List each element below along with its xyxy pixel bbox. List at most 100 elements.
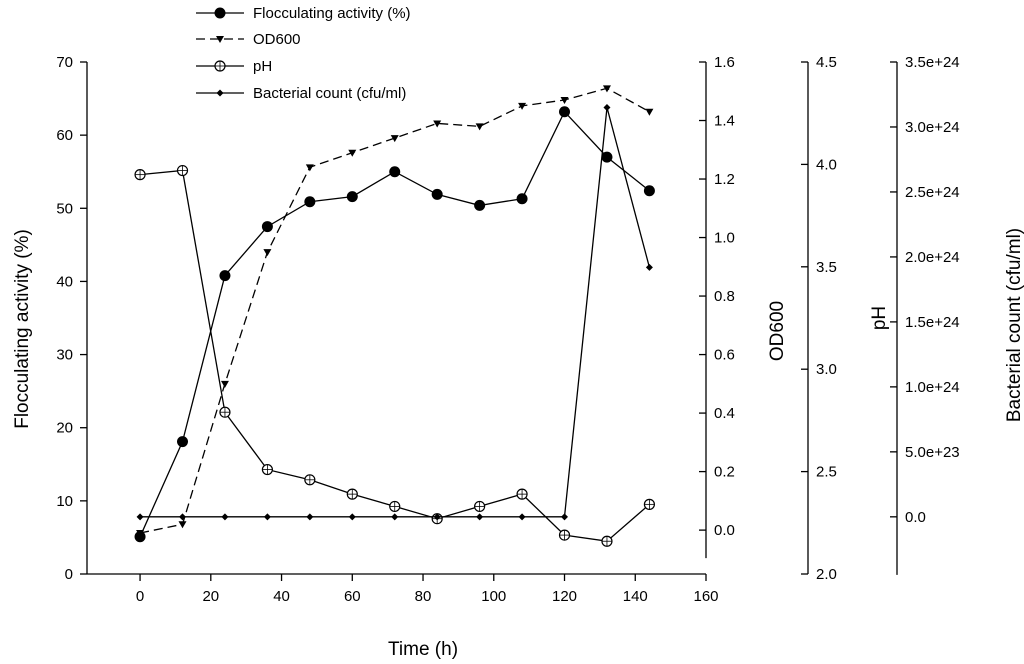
flocculating-tick-label-7: 70 <box>56 54 73 71</box>
series-ph <box>134 164 656 547</box>
point-od600-144 <box>645 108 654 116</box>
bacterial-tick-label-3: 1.5e+24 <box>905 314 960 331</box>
bacterial-axis-title: Bacterial count (cfu/ml) <box>1004 228 1024 422</box>
od600-tick-label-7: 1.4 <box>714 113 735 130</box>
point-bacterial-132 <box>603 103 611 111</box>
x-tick-label-100: 100 <box>481 588 506 605</box>
point-flocculating-96 <box>474 199 486 211</box>
bacterial-tick-label-0: 0.0 <box>905 509 926 526</box>
point-bacterial-0 <box>136 513 144 521</box>
x-axis-title: Time (h) <box>388 639 458 660</box>
point-ph-72 <box>389 500 401 513</box>
point-od600-12 <box>178 521 187 529</box>
ph-axis-title: pH <box>869 306 890 330</box>
legend-label-ph: pH <box>253 58 272 75</box>
point-bacterial-36 <box>263 513 271 521</box>
series-od600 <box>136 85 654 538</box>
point-bacterial-84 <box>433 513 441 521</box>
x-tick-label-120: 120 <box>552 588 577 605</box>
ph-tick-label-3: 3.5 <box>816 259 837 276</box>
legend-marker-od600 <box>216 36 224 43</box>
point-bacterial-108 <box>518 513 526 521</box>
point-flocculating-36 <box>261 221 273 233</box>
point-flocculating-120 <box>559 106 571 118</box>
series-layer <box>134 85 656 547</box>
point-od600-84 <box>433 120 442 128</box>
flocculating-axis-title: Flocculating activity (%) <box>12 229 33 429</box>
od600-axis-title: OD600 <box>767 301 788 361</box>
legend-entry-od600: OD600 <box>196 31 301 48</box>
od600-tick-label-2: 0.4 <box>714 405 735 422</box>
point-flocculating-60 <box>346 191 358 203</box>
legend-label-bacterial: Bacterial count (cfu/ml) <box>253 85 406 102</box>
flocculating-tick-label-5: 50 <box>56 200 73 217</box>
legend-label-od600: OD600 <box>253 31 301 48</box>
legend-marker-bacterial <box>216 89 224 97</box>
point-ph-60 <box>346 488 358 500</box>
point-od600-0 <box>136 530 145 538</box>
point-bacterial-12 <box>179 513 187 521</box>
x-tick-label-140: 140 <box>623 588 648 605</box>
point-flocculating-84 <box>431 188 443 200</box>
od600-tick-label-4: 0.8 <box>714 288 735 305</box>
od600-tick-label-3: 0.6 <box>714 347 735 364</box>
legend: Flocculating activity (%) OD600 pH Bacteria… <box>196 5 411 102</box>
point-bacterial-144 <box>645 263 653 271</box>
point-ph-0 <box>134 169 146 181</box>
point-od600-108 <box>518 102 527 110</box>
point-od600-24 <box>220 380 229 388</box>
series-bacterial <box>136 103 653 521</box>
series-flocculating <box>134 106 655 543</box>
series-line-ph <box>140 169 650 542</box>
x-tick-label-20: 20 <box>202 588 219 605</box>
point-flocculating-72 <box>389 166 401 178</box>
point-flocculating-132 <box>601 151 613 163</box>
point-bacterial-60 <box>348 513 356 521</box>
point-ph-24 <box>219 406 231 418</box>
x-tick-label-80: 80 <box>415 588 432 605</box>
point-flocculating-144 <box>643 185 655 197</box>
point-od600-36 <box>263 249 272 257</box>
bacterial-tick-label-2: 1.0e+24 <box>905 379 960 396</box>
ph-tick-label-0: 2.0 <box>816 566 837 583</box>
point-od600-72 <box>390 135 399 143</box>
od600-tick-label-6: 1.2 <box>714 171 735 188</box>
point-bacterial-120 <box>561 513 569 521</box>
x-tick-label-60: 60 <box>344 588 361 605</box>
point-od600-60 <box>348 149 357 157</box>
ph-tick-label-1: 2.5 <box>816 464 837 481</box>
point-ph-36 <box>261 463 273 476</box>
legend-entry-bacterial: Bacterial count (cfu/ml) <box>196 85 406 102</box>
point-ph-96 <box>474 500 486 513</box>
legend-entry-ph: pH <box>196 58 272 75</box>
legend-marker-flocculating <box>214 7 226 19</box>
point-od600-96 <box>475 123 484 131</box>
point-od600-120 <box>560 97 569 105</box>
point-flocculating-48 <box>304 196 316 208</box>
point-ph-144 <box>643 498 656 510</box>
point-ph-12 <box>176 164 189 177</box>
legend-marker-ph <box>214 60 226 72</box>
axes-layer: 0 20 40 60 80 100 120 140 160 Time (h) 0 10 20 30 40 50… <box>12 54 1024 660</box>
point-flocculating-24 <box>219 270 231 282</box>
flocculating-tick-label-2: 20 <box>56 420 73 437</box>
point-flocculating-12 <box>177 436 189 448</box>
legend-label-flocculating: Flocculating activity (%) <box>253 5 411 22</box>
x-tick-label-160: 160 <box>693 588 718 605</box>
bacterial-tick-label-6: 3.0e+24 <box>905 119 960 136</box>
flocculating-tick-label-1: 10 <box>56 493 73 510</box>
point-ph-48 <box>304 474 316 486</box>
point-bacterial-24 <box>221 513 229 521</box>
od600-tick-label-0: 0.0 <box>714 522 735 539</box>
flocculating-tick-label-0: 0 <box>65 566 73 583</box>
ph-tick-label-4: 4.0 <box>816 156 837 173</box>
bacterial-tick-label-4: 2.0e+24 <box>905 249 960 266</box>
od600-tick-label-1: 0.2 <box>714 464 735 481</box>
bacterial-tick-label-5: 2.5e+24 <box>905 184 960 201</box>
point-od600-48 <box>305 164 314 172</box>
x-tick-label-40: 40 <box>273 588 290 605</box>
bacterial-tick-label-7: 3.5e+24 <box>905 54 960 71</box>
flocculating-tick-label-3: 30 <box>56 347 73 364</box>
point-bacterial-48 <box>306 513 314 521</box>
